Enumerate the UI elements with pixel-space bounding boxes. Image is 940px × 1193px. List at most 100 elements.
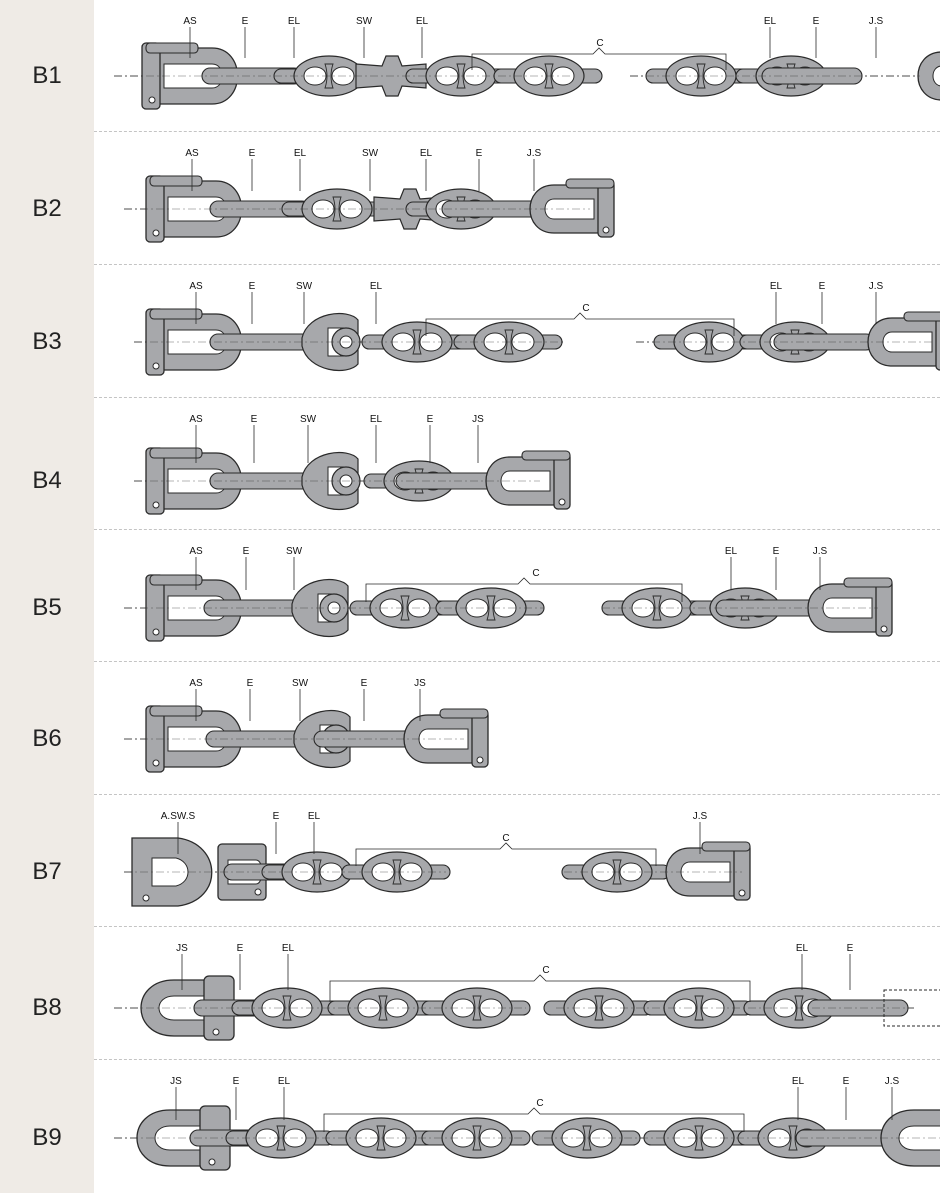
assembly-diagram: AS E SW EL C EL E J.S — [134, 281, 940, 376]
part-label: EL — [416, 16, 429, 27]
part-label: EL — [764, 16, 777, 27]
part-label: E — [237, 943, 244, 954]
enlarged-link-4 — [405, 55, 515, 97]
row-separator — [94, 131, 940, 132]
part-label: AS — [189, 678, 203, 689]
anchor-shackle-0 — [145, 175, 243, 243]
assembly-diagram: JS E EL C EL E — [114, 943, 940, 1041]
part-label: JS — [170, 1076, 182, 1087]
part-label: EL — [282, 943, 295, 954]
part-label: SW — [296, 281, 313, 292]
assembly-diagram: AS E SW C EL E J.S — [124, 546, 893, 642]
row-code: B6 — [32, 725, 62, 752]
part-label: E — [249, 148, 256, 159]
row-label-cell — [0, 1060, 94, 1193]
row-code: B4 — [32, 467, 62, 494]
assembly-diagram: JS E EL C EL E J.S — [114, 1076, 940, 1171]
row-code: B8 — [32, 994, 62, 1021]
part-label: A.SW.S — [161, 811, 196, 822]
assembly-row-B4: B4 AS E SW EL E JS — [0, 398, 940, 530]
row-label-cell — [0, 530, 94, 662]
assembly-diagram: AS E SW EL E JS — [134, 414, 571, 515]
part-label: SW — [286, 546, 303, 557]
length-brace — [329, 974, 751, 1002]
row-code: B3 — [32, 328, 62, 355]
part-label: AS — [189, 546, 203, 557]
part-label: EL — [725, 546, 738, 557]
part-label: E — [476, 148, 483, 159]
part-label: EL — [796, 943, 809, 954]
part-label: E — [843, 1076, 850, 1087]
assembly-row-B5: B5 AS E SW C EL E J.S — [0, 530, 940, 662]
part-label: EL — [278, 1076, 291, 1087]
part-label: E — [819, 281, 826, 292]
part-label: E — [813, 16, 820, 27]
joining-shackle-0 — [140, 975, 235, 1041]
part-label: E — [847, 943, 854, 954]
row-separator — [94, 794, 940, 795]
part-label: E — [427, 414, 434, 425]
row-label-cell — [0, 265, 94, 398]
row-label-cell — [0, 795, 94, 927]
part-label: E — [361, 678, 368, 689]
part-label: EL — [770, 281, 783, 292]
part-label: E — [773, 546, 780, 557]
part-label: EL — [294, 148, 307, 159]
part-label: EL — [370, 414, 383, 425]
joining-shackle-10 — [917, 51, 940, 101]
part-label: E — [251, 414, 258, 425]
enlarged-link-3 — [325, 1117, 435, 1159]
dashed-end-fitting-10 — [883, 989, 940, 1027]
part-label: C — [542, 965, 549, 976]
part-label: J.S — [885, 1076, 900, 1087]
part-label: C — [596, 38, 603, 49]
part-label: JS — [176, 943, 188, 954]
joining-shackle-10 — [867, 311, 940, 371]
part-label: E — [249, 281, 256, 292]
row-code: B1 — [32, 62, 62, 89]
assembly-row-B1: B1 AS E EL SW EL C EL E J.S — [0, 0, 940, 132]
assembly-row-B8: B8 JS E EL C EL E — [0, 927, 940, 1060]
part-label: JS — [472, 414, 484, 425]
part-label: SW — [292, 678, 309, 689]
row-separator — [94, 661, 940, 662]
part-label: AS — [183, 16, 197, 27]
part-label: SW — [362, 148, 379, 159]
part-label: C — [582, 303, 589, 314]
assembly-row-B7: B7 A.SW.S E EL C J.S — [0, 795, 940, 927]
row-code: B5 — [32, 594, 62, 621]
row-separator — [94, 264, 940, 265]
length-brace — [355, 842, 657, 866]
row-label-cell — [0, 662, 94, 795]
row-code: B2 — [32, 195, 62, 222]
part-label: E — [247, 678, 254, 689]
enlarged-link-6 — [543, 987, 653, 1029]
anchor-shackle-0 — [145, 308, 243, 376]
assembly-row-B9: B9 JS E EL C EL E J.S — [0, 1060, 940, 1193]
joining-shackle-10 — [807, 577, 893, 637]
part-label: E — [243, 546, 250, 557]
anchor-shackle-0 — [145, 447, 243, 515]
joining-shackle-6 — [485, 450, 571, 510]
enlarged-link-7 — [643, 987, 753, 1029]
row-label-cell — [0, 0, 94, 132]
row-label-cell — [0, 398, 94, 530]
part-label: EL — [308, 811, 321, 822]
part-label: E — [273, 811, 280, 822]
row-code: B7 — [32, 858, 62, 885]
enlarged-link-7 — [645, 55, 755, 97]
part-label: E — [233, 1076, 240, 1087]
part-label: AS — [189, 414, 203, 425]
row-code: B9 — [32, 1124, 62, 1151]
row-label-cell — [0, 132, 94, 265]
length-brace — [323, 1107, 745, 1132]
assembly-row-B2: B2 AS E EL SW EL E J.S — [0, 132, 940, 265]
part-label: EL — [792, 1076, 805, 1087]
length-brace — [365, 577, 683, 602]
assembly-row-B6: B6 AS E SW E JS — [0, 662, 940, 795]
assembly-diagram: A.SW.S E EL C J.S — [124, 811, 751, 907]
part-label: EL — [370, 281, 383, 292]
part-label: C — [502, 833, 509, 844]
row-separator — [94, 1059, 940, 1060]
